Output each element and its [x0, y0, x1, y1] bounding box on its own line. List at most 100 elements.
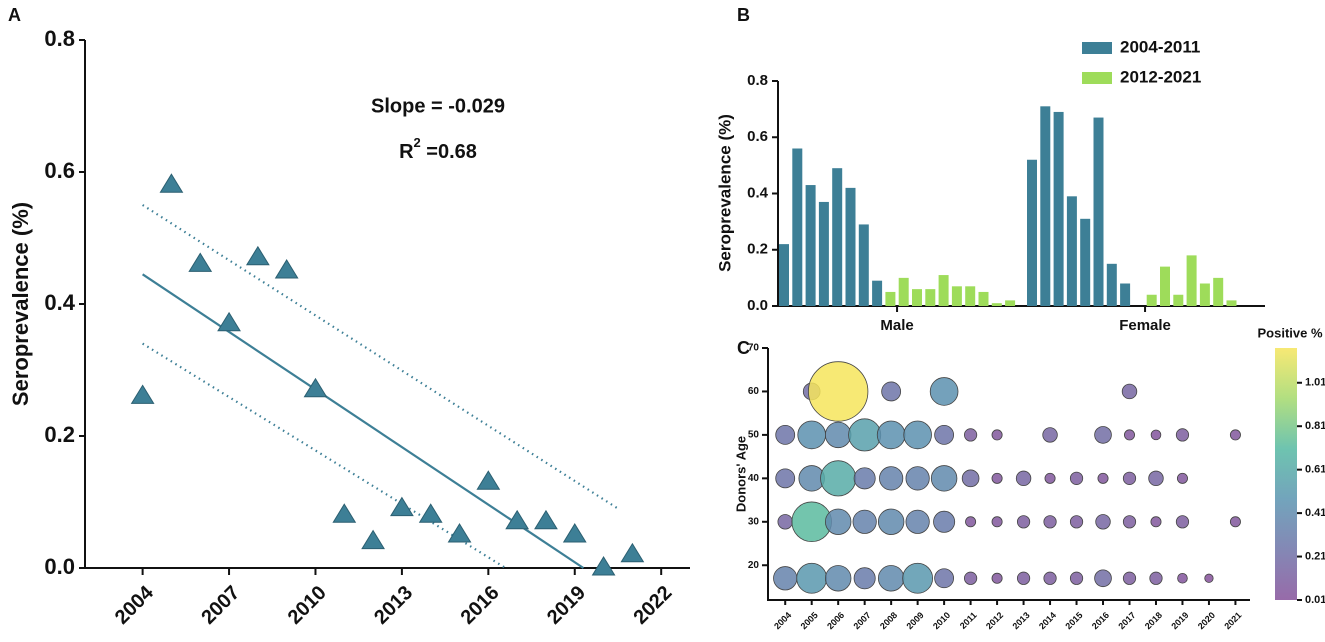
legend-label: 2012-2021 — [1120, 67, 1201, 86]
bubble — [963, 428, 978, 442]
bubble — [1016, 571, 1031, 585]
bubble — [1043, 515, 1057, 529]
x-tick-label: 2007 — [197, 582, 244, 629]
x-tick-label: 2005 — [799, 610, 820, 631]
bubble — [1229, 429, 1241, 441]
panel-letter: C — [737, 338, 750, 358]
bar — [792, 148, 803, 306]
x-tick-label: 2004 — [111, 581, 159, 629]
y-axis-title: Donors' Age — [733, 436, 748, 512]
bubble — [1015, 470, 1032, 487]
bar — [872, 280, 883, 306]
bubble — [1150, 429, 1162, 441]
y-tick-label: 0.8 — [747, 72, 768, 89]
y-tick-label: 0.4 — [747, 184, 769, 201]
colorbar-tick-label: 0.61 — [1305, 464, 1325, 476]
y-tick-label: 70 — [748, 343, 760, 354]
bubble — [796, 562, 828, 594]
bar — [818, 201, 829, 306]
colorbar-tick-label: 0.21 — [1305, 550, 1325, 562]
x-tick-label: 2016 — [457, 582, 504, 629]
bubble — [1043, 571, 1057, 585]
bar — [805, 185, 816, 306]
bubble — [1150, 516, 1162, 528]
bubble — [903, 420, 932, 450]
panel-letter: B — [737, 5, 750, 25]
bar — [858, 224, 869, 306]
bubble — [1122, 571, 1137, 585]
x-tick-label: 2004 — [772, 610, 793, 631]
bubble — [1069, 515, 1084, 529]
bubble — [808, 361, 869, 422]
y-tick-label: 20 — [748, 560, 760, 571]
bubble — [902, 562, 934, 594]
bubble — [1149, 571, 1163, 585]
legend-label: 2004-2011 — [1120, 37, 1200, 56]
bubble — [881, 381, 902, 402]
regression-line — [142, 273, 585, 569]
triangle-point — [505, 509, 530, 530]
annotation-part: R — [399, 141, 414, 163]
bubble — [1042, 427, 1058, 443]
colorbar-tick-label: 0.81 — [1305, 420, 1325, 432]
triangle-point — [159, 173, 184, 193]
bar — [1160, 266, 1170, 306]
x-tick-label: 2020 — [1196, 610, 1217, 631]
bubble — [773, 566, 798, 591]
x-tick-label: 2016 — [1090, 610, 1111, 631]
bubble — [1176, 472, 1188, 484]
triangle-point — [390, 496, 414, 517]
bar — [1040, 106, 1051, 306]
bubble — [1094, 426, 1112, 444]
y-tick-label: 40 — [748, 473, 760, 484]
bubble — [1016, 515, 1031, 529]
y-tick-label: 30 — [748, 516, 760, 527]
bubble — [1095, 514, 1111, 530]
y-tick-label: 0.2 — [747, 241, 768, 258]
y-tick-label: 0.2 — [44, 422, 75, 447]
triangle-point — [332, 503, 357, 523]
y-axis-title: Seroprevalence (%) — [8, 202, 33, 406]
bubble — [824, 508, 852, 535]
y-tick-label: 0.8 — [44, 26, 75, 51]
bar — [1106, 263, 1117, 306]
triangle-point — [447, 523, 472, 543]
annotation: R2 =0.68 — [399, 135, 477, 163]
bar — [1213, 277, 1224, 306]
bar — [1053, 111, 1064, 306]
bubble — [853, 567, 876, 590]
annotation-part: =0.68 — [421, 141, 477, 163]
bar — [779, 244, 789, 306]
bubble — [1097, 472, 1109, 484]
bubble — [852, 509, 877, 534]
y-tick-label: 0.4 — [44, 290, 75, 315]
triangle-point — [562, 523, 587, 543]
bubble — [1177, 572, 1188, 584]
legend-swatch — [1082, 42, 1112, 54]
bubble — [1122, 515, 1137, 529]
bar — [1093, 117, 1104, 306]
bar — [951, 286, 962, 306]
bubble — [1229, 516, 1241, 528]
bubble — [934, 568, 955, 589]
triangle-point — [418, 503, 443, 523]
bar — [1005, 300, 1016, 306]
bubble — [1175, 428, 1190, 442]
x-tick-label: Female — [1119, 317, 1171, 334]
bubble — [797, 420, 826, 450]
bubble — [929, 377, 959, 406]
bar — [1199, 283, 1210, 306]
bar — [1146, 294, 1157, 306]
bubble — [1121, 383, 1138, 400]
bubble — [965, 516, 977, 528]
bubble — [991, 472, 1003, 484]
triangle-point — [188, 252, 213, 272]
bubble — [905, 466, 930, 491]
colorbar-tick-label: 1.01 — [1305, 377, 1325, 389]
x-tick-label: 2009 — [904, 610, 925, 631]
x-tick-label: 2013 — [370, 582, 417, 629]
colorbar-tick-label: 0.41 — [1305, 507, 1325, 519]
confidence-band — [142, 342, 507, 569]
bubble — [877, 508, 905, 535]
x-tick-label: 2011 — [958, 610, 979, 631]
